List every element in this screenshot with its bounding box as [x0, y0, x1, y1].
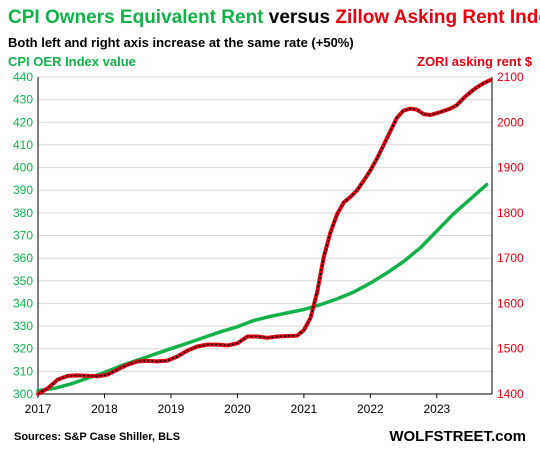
- brand-label: WOLFSTREET.com: [389, 428, 526, 445]
- left-tick-label: 430: [13, 93, 33, 107]
- series-lines: [36, 78, 492, 396]
- left-tick-label: 340: [13, 296, 33, 310]
- x-tick-label: 2022: [357, 402, 384, 416]
- title-versus-part: versus: [269, 7, 330, 28]
- x-tick-label: 2019: [158, 402, 185, 416]
- right-tick-label: 2000: [497, 115, 524, 129]
- left-tick-label: 400: [13, 161, 33, 175]
- title-red-part: Zillow Asking Rent Index: [335, 7, 540, 28]
- left-tick-label: 360: [13, 251, 33, 265]
- cpi-oer-line: [36, 182, 489, 393]
- left-tick-label: 420: [13, 115, 33, 129]
- source-note: Sources: S&P Case Shiller, BLS: [14, 431, 180, 443]
- left-tick-label: 330: [13, 319, 33, 333]
- left-axis-title: CPI OER Index value: [8, 54, 136, 69]
- zillow-rent-line: [36, 78, 492, 396]
- left-tick-label: 410: [13, 138, 33, 152]
- axes: [37, 77, 493, 398]
- tick-labels: 300 310 320 330 340 350 360 370 380 390 400 410 420 4…: [13, 70, 524, 416]
- x-tick-label: 2023: [423, 402, 450, 416]
- right-tick-label: 1500: [497, 342, 524, 356]
- left-tick-label: 300: [13, 387, 33, 401]
- chart-subtitle: Both left and right axis increase at the…: [8, 35, 354, 50]
- left-tick-label: 380: [13, 206, 33, 220]
- right-tick-label: 1400: [497, 387, 524, 401]
- right-tick-label: 1900: [497, 161, 524, 175]
- x-tick-label: 2017: [25, 402, 52, 416]
- right-tick-label: 1700: [497, 251, 524, 265]
- x-tick-label: 2020: [224, 402, 251, 416]
- x-tick-label: 2021: [291, 402, 318, 416]
- x-tick-label: 2018: [91, 402, 118, 416]
- left-tick-label: 440: [13, 70, 33, 84]
- left-tick-label: 320: [13, 342, 33, 356]
- zillow-rent-line-dots: [37, 79, 491, 395]
- left-tick-label: 370: [13, 229, 33, 243]
- left-tick-label: 350: [13, 274, 33, 288]
- title-green-part: CPI Owners Equivalent Rent: [8, 7, 264, 28]
- grid-lines: [38, 76, 492, 395]
- chart-title: CPI Owners Equivalent Rent versus Zillow…: [8, 7, 540, 28]
- left-tick-label: 390: [13, 183, 33, 197]
- right-tick-label: 1800: [497, 206, 524, 220]
- left-tick-label: 310: [13, 364, 33, 378]
- right-tick-label: 2100: [497, 70, 524, 84]
- right-axis-title: ZORI asking rent $: [417, 54, 533, 69]
- right-tick-label: 1600: [497, 296, 524, 310]
